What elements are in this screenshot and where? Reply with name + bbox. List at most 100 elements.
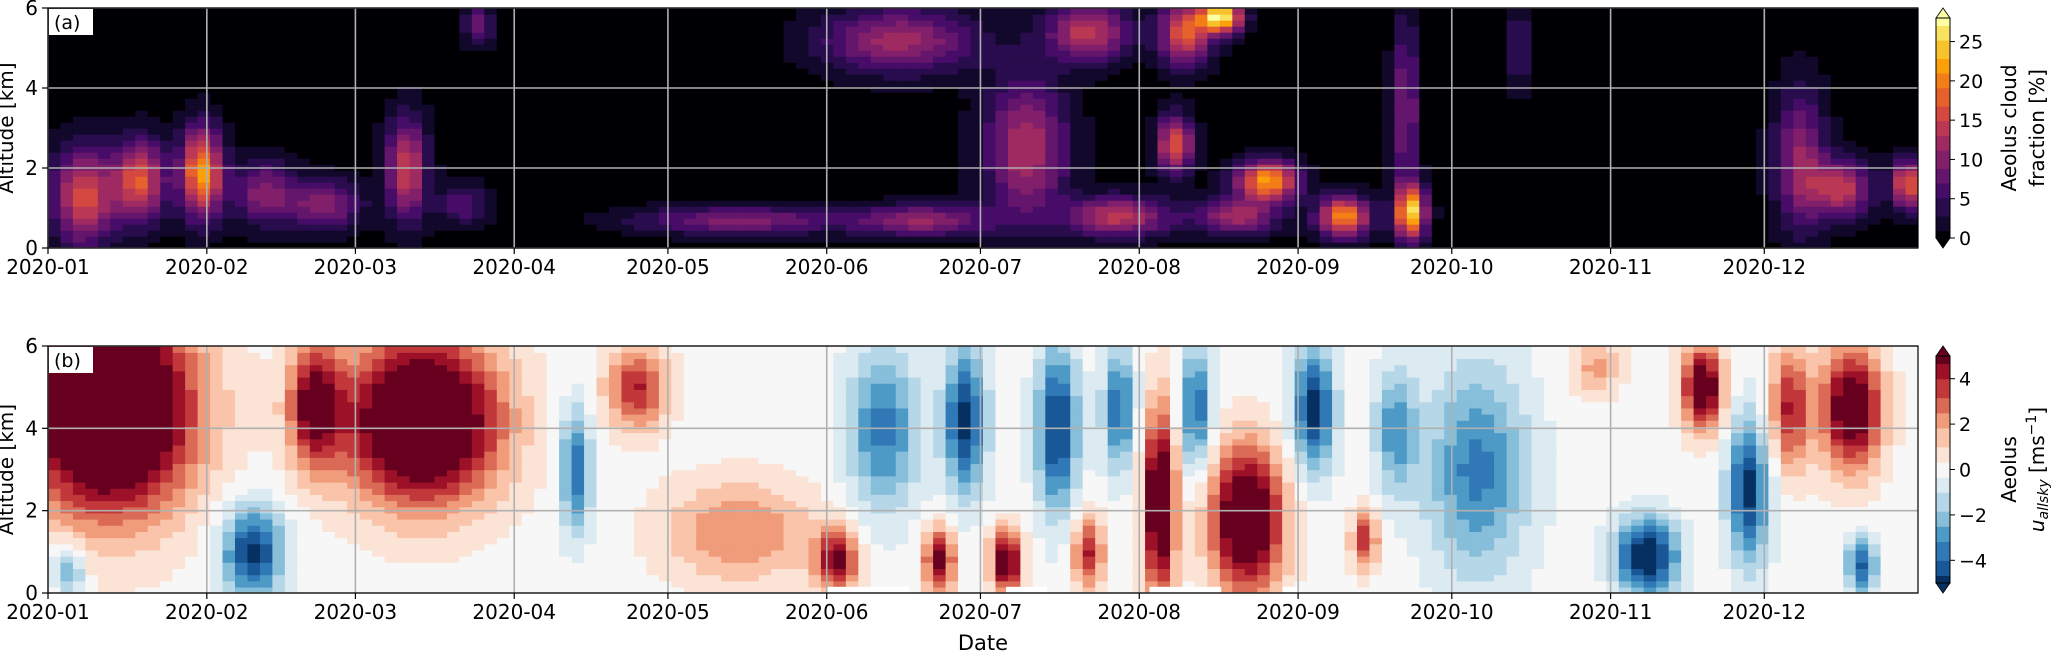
field-cell [459, 110, 473, 117]
field-cell [895, 116, 909, 123]
field-cell [1170, 200, 1184, 207]
field-cell [1481, 80, 1495, 87]
field-cell [272, 116, 286, 123]
field-cell [1157, 104, 1171, 111]
field-cell [1469, 68, 1483, 75]
field-cell [1357, 86, 1371, 93]
field-cell [359, 134, 373, 141]
field-cell [584, 62, 598, 69]
field-cell [1544, 62, 1558, 69]
field-cell [484, 38, 498, 45]
field-cell [135, 92, 149, 99]
field-cell [1232, 242, 1246, 248]
field-cell [1593, 68, 1608, 75]
field-cell [559, 122, 573, 129]
field-cell [372, 236, 386, 243]
field-cell [534, 194, 548, 201]
field-cell [1544, 218, 1558, 225]
field-cell [995, 50, 1009, 57]
field-cell [1444, 80, 1458, 87]
field-cell [222, 134, 236, 141]
field-cell [1219, 146, 1234, 153]
field-cell [995, 56, 1009, 63]
field-cell [1531, 188, 1545, 195]
field-cell [471, 152, 486, 159]
field-cell [1244, 224, 1258, 231]
field-cell [322, 68, 336, 75]
field-cell [334, 188, 348, 195]
field-cell [434, 158, 448, 165]
field-cell [372, 32, 386, 39]
field-cell [1045, 50, 1059, 57]
field-cell [259, 188, 274, 195]
field-cell [596, 212, 610, 219]
field-cell [1494, 182, 1508, 189]
field-cell [1269, 218, 1283, 225]
field-cell [297, 26, 311, 33]
field-cell [222, 62, 236, 69]
field-cell [1469, 80, 1483, 87]
field-cell [708, 176, 722, 183]
field-cell [609, 14, 623, 21]
field-cell [970, 44, 984, 51]
field-cell [172, 8, 186, 15]
field-cell [1170, 110, 1184, 117]
field-cell [1319, 80, 1333, 87]
field-cell [197, 140, 211, 147]
field-cell [172, 104, 186, 111]
field-cell [534, 176, 548, 183]
field-cell [995, 110, 1009, 117]
field-cell [1307, 170, 1321, 177]
field-cell [696, 218, 710, 225]
field-cell [783, 44, 797, 51]
field-cell [1544, 140, 1558, 147]
field-cell [521, 74, 535, 81]
field-cell [434, 146, 448, 153]
field-cell [1381, 26, 1396, 33]
field-cell [1194, 68, 1209, 75]
field-cell [746, 68, 760, 75]
field-cell [509, 20, 523, 27]
field-cell [758, 38, 772, 45]
field-cell [1020, 56, 1034, 63]
field-cell [60, 194, 74, 201]
field-cell [958, 224, 972, 231]
field-cell [883, 14, 897, 21]
field-cell [1431, 128, 1445, 135]
field-cell [1556, 98, 1570, 105]
field-cell [1145, 152, 1159, 159]
field-cell [895, 158, 909, 165]
field-cell [235, 32, 249, 39]
field-cell [409, 32, 423, 39]
field-cell [309, 32, 323, 39]
field-cell [110, 218, 124, 225]
field-cell [1531, 170, 1545, 177]
field-cell [771, 26, 785, 33]
field-cell [1082, 212, 1096, 219]
field-cell [272, 74, 286, 81]
field-cell [1506, 68, 1520, 75]
field-cell [1257, 242, 1271, 248]
field-cell [584, 230, 598, 237]
field-cell [1357, 140, 1371, 147]
field-cell [1070, 56, 1084, 63]
field-cell [721, 122, 735, 129]
field-cell [1057, 98, 1071, 105]
field-cell [1394, 128, 1408, 135]
field-cell [509, 98, 523, 105]
field-cell [1431, 230, 1445, 237]
field-cell [1244, 188, 1258, 195]
field-cell [833, 212, 847, 219]
field-cell [571, 110, 585, 117]
field-cell [1531, 8, 1545, 15]
field-cell [1307, 14, 1321, 21]
field-cell [484, 224, 498, 231]
field-cell [422, 194, 436, 201]
field-cell [983, 128, 997, 135]
field-cell [858, 74, 872, 81]
field-cell [646, 242, 660, 248]
field-cell [696, 86, 710, 93]
field-cell [397, 122, 411, 129]
field-cell [845, 86, 860, 93]
field-cell [596, 20, 610, 27]
